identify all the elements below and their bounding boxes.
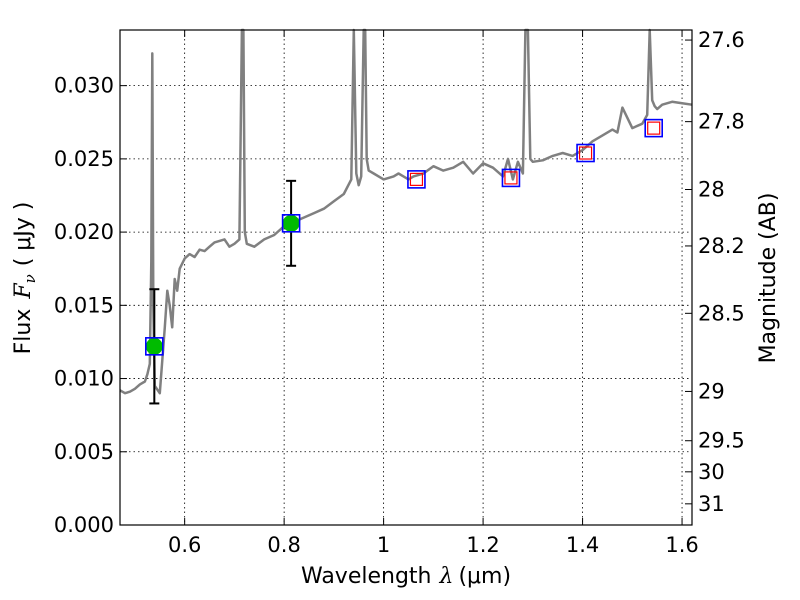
observed-point <box>282 214 300 232</box>
y-tick-label: 0.015 <box>54 293 114 317</box>
mag-tick-label: 29.5 <box>698 429 745 453</box>
model-square <box>576 143 595 163</box>
y-axis: 0.000 0.005 0.010 0.015 0.020 0.025 0.030 <box>54 74 127 537</box>
mag-tick-label: 28 <box>698 178 725 202</box>
mag-axis-label: Magnitude (AB) <box>756 193 781 364</box>
mag-tick-label: 30 <box>698 460 725 484</box>
model-square-inner <box>409 172 424 186</box>
model-square-inner <box>504 171 518 185</box>
model-square <box>644 118 664 138</box>
model-square <box>407 170 426 189</box>
model-square <box>501 168 521 188</box>
x-axis: 0.6 0.8 1 1.2 1.4 1.6 <box>168 30 699 557</box>
plot-frame <box>119 29 693 526</box>
mag-tick-label: 29 <box>698 379 725 403</box>
spectrum-line <box>119 28 693 395</box>
model-square <box>145 337 164 356</box>
mag-axis: 27.6 27.8 28 28.2 28.5 29 29.5 30 31 <box>685 28 745 516</box>
x-tick-label: 1.6 <box>665 533 698 557</box>
model-square-inner <box>647 121 661 135</box>
x-tick-label: 0.8 <box>267 533 300 557</box>
observed-point <box>145 337 163 355</box>
spectrum-layer <box>119 28 693 395</box>
y-tick-label: 0.010 <box>54 367 114 391</box>
mag-tick-label: 28.2 <box>698 234 745 258</box>
x-tick-label: 1.2 <box>466 533 499 557</box>
y-tick-label: 0.000 <box>54 513 114 537</box>
x-tick-label: 0.6 <box>168 533 201 557</box>
mag-tick-label: 31 <box>698 492 725 516</box>
y-tick-label: 0.030 <box>54 74 114 98</box>
grid-lines <box>120 30 692 526</box>
model-square-inner <box>578 146 593 160</box>
y-tick-label: 0.020 <box>54 220 114 244</box>
x-tick-label: 1.4 <box>566 533 599 557</box>
y-axis-label: FluxFν( μJy ) <box>11 202 39 355</box>
points-layer <box>145 118 664 405</box>
x-axis-label: Wavelength λ (μm) <box>301 564 511 589</box>
mag-tick-label: 27.6 <box>698 28 745 52</box>
x-tick-label: 1 <box>377 533 390 557</box>
y-tick-label: 0.025 <box>54 147 114 171</box>
mag-tick-label: 28.5 <box>698 301 745 325</box>
model-square <box>281 214 301 233</box>
mag-tick-label: 27.8 <box>698 110 745 134</box>
y-tick-label: 0.005 <box>54 440 114 464</box>
